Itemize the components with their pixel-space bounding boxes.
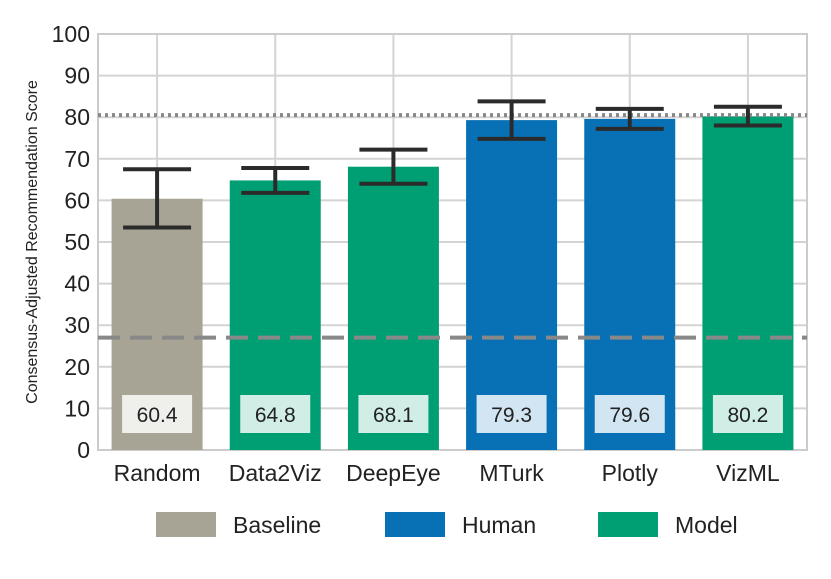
value-label-box [712,395,783,433]
error-bar-vizml [713,104,782,128]
legend-label-baseline: Baseline [233,512,321,538]
error-bar-layer [123,99,782,230]
value-label-text: 68.1 [373,404,414,427]
x-tick-label-vizml: VizML [716,460,780,486]
legend-item-model: Model [598,512,738,538]
value-label-box [122,395,193,433]
value-label-text: 79.6 [609,404,650,427]
value-label-box [594,395,665,433]
legend-swatch-baseline [156,512,216,537]
value-label-text: 60.4 [137,404,178,427]
x-tick-label-mturk: MTurk [479,460,544,486]
legend-label-human: Human [462,512,536,538]
value-label-box [358,395,429,433]
y-tick-label-10: 10 [64,395,90,421]
y-tick-label-50: 50 [64,229,90,255]
y-tick-label-90: 90 [64,63,90,89]
legend-item-baseline: Baseline [156,512,321,538]
y-axis-title: Consensus-Adjusted Recommendation Score [24,80,41,404]
y-tick-label-80: 80 [64,104,90,130]
y-tick-label-0: 0 [77,437,90,463]
legend-swatch-model [598,512,658,537]
value-label-vizml: 80.2 [712,395,783,433]
error-bar-deepeye [359,147,428,186]
value-label-plotly: 79.6 [594,395,665,433]
value-label-box [240,395,311,433]
y-tick-label-60: 60 [64,187,90,213]
value-label-text: 80.2 [727,404,768,427]
value-label-random: 60.4 [122,395,193,433]
x-tick-label-random: Random [114,460,201,486]
axis-layer: Consensus-Adjusted Recommendation Score … [24,21,780,486]
legend-label-model: Model [675,512,738,538]
value-label-layer: 60.4 64.8 68.1 79.3 79.6 80.2 [122,395,783,433]
value-label-mturk: 79.3 [476,395,547,433]
value-label-box [476,395,547,433]
y-tick-label-100: 100 [52,21,90,47]
plot-frame [97,33,808,451]
x-tick-label-plotly: Plotly [602,460,659,486]
error-bar-plotly [595,106,664,131]
legend-item-human: Human [385,512,536,538]
legend-swatch-human [385,512,445,537]
error-bar-mturk [477,99,546,141]
y-tick-label-40: 40 [64,271,90,297]
y-tick-label-20: 20 [64,354,90,380]
y-tick-label-30: 30 [64,312,90,338]
x-tick-label-data2viz: Data2Viz [229,460,322,486]
x-tick-label-deepeye: DeepEye [346,460,441,486]
value-label-text: 64.8 [255,404,296,427]
legend: Baseline Human Model [156,512,738,538]
error-bar-data2viz [241,165,310,195]
error-bar-random [123,167,192,230]
value-label-data2viz: 64.8 [240,395,311,433]
value-label-deepeye: 68.1 [358,395,429,433]
grid-layer [97,33,808,451]
bar-plotly [584,118,676,450]
reference-layer [98,113,807,340]
bar-vizml [702,116,794,451]
y-tick-label-70: 70 [64,146,90,172]
value-label-text: 79.3 [491,404,532,427]
